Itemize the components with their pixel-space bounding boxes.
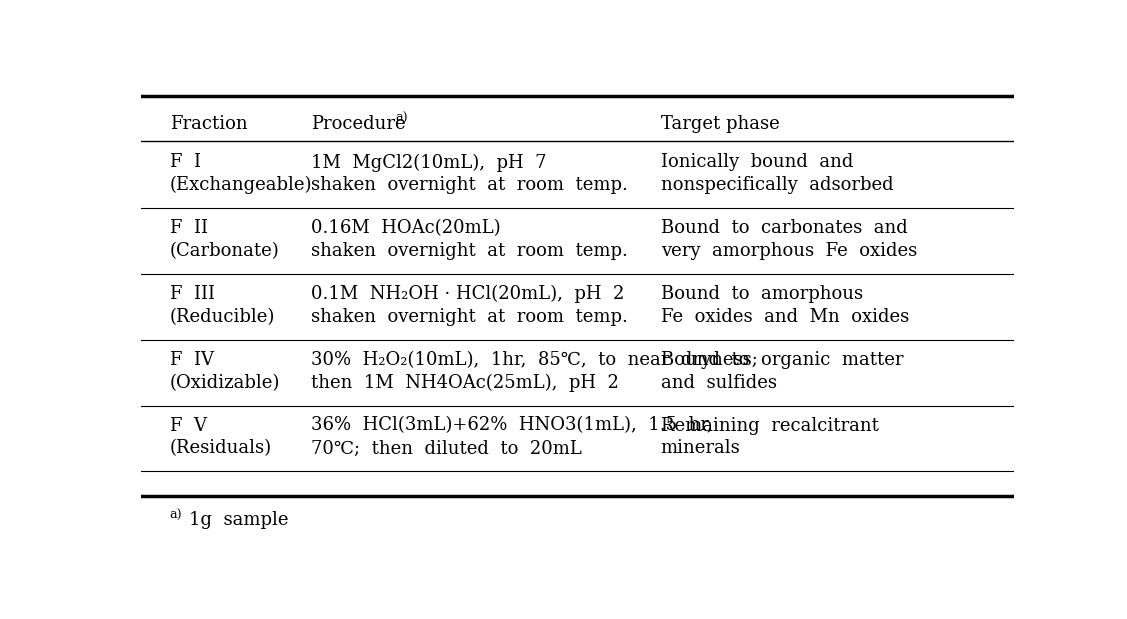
Text: a): a) xyxy=(396,111,408,124)
Text: F  II: F II xyxy=(170,219,207,237)
Text: Remaining  recalcitrant: Remaining recalcitrant xyxy=(660,417,878,435)
Text: then  1M  NH4OAc(25mL),  pH  2: then 1M NH4OAc(25mL), pH 2 xyxy=(311,373,619,392)
Text: nonspecifically  adsorbed: nonspecifically adsorbed xyxy=(660,176,894,194)
Text: (Reducible): (Reducible) xyxy=(170,308,275,326)
Text: Bound  to  carbonates  and: Bound to carbonates and xyxy=(660,219,907,237)
Text: 0.16M  HOAc(20mL): 0.16M HOAc(20mL) xyxy=(311,219,500,237)
Text: (Carbonate): (Carbonate) xyxy=(170,242,279,260)
Text: (Oxidizable): (Oxidizable) xyxy=(170,374,281,392)
Text: F  IV: F IV xyxy=(170,351,214,369)
Text: F  I: F I xyxy=(170,154,201,171)
Text: F  V: F V xyxy=(170,417,206,435)
Text: very  amorphous  Fe  oxides: very amorphous Fe oxides xyxy=(660,242,916,260)
Text: Ionically  bound  and: Ionically bound and xyxy=(660,154,853,171)
Text: shaken  overnight  at  room  temp.: shaken overnight at room temp. xyxy=(311,176,628,194)
Text: a): a) xyxy=(170,509,183,522)
Text: Target phase: Target phase xyxy=(660,115,779,133)
Text: 36%  HCl(3mL)+62%  HNO3(1mL),  1.5  hr,: 36% HCl(3mL)+62% HNO3(1mL), 1.5 hr, xyxy=(311,417,712,435)
Text: and  sulfides: and sulfides xyxy=(660,374,777,392)
Text: (Exchangeable): (Exchangeable) xyxy=(170,176,312,194)
Text: 1g  sample: 1g sample xyxy=(189,511,289,529)
Text: Bound  to  organic  matter: Bound to organic matter xyxy=(660,351,903,369)
Text: shaken  overnight  at  room  temp.: shaken overnight at room temp. xyxy=(311,308,628,326)
Text: minerals: minerals xyxy=(660,439,740,457)
Text: Fraction: Fraction xyxy=(170,115,247,133)
Text: Procedure: Procedure xyxy=(311,115,406,133)
Text: Bound  to  amorphous: Bound to amorphous xyxy=(660,285,862,303)
Text: 0.1M  NH₂OH · HCl(20mL),  pH  2: 0.1M NH₂OH · HCl(20mL), pH 2 xyxy=(311,285,624,303)
Text: 1M  MgCl2(10mL),  pH  7: 1M MgCl2(10mL), pH 7 xyxy=(311,154,547,171)
Text: shaken  overnight  at  room  temp.: shaken overnight at room temp. xyxy=(311,242,628,260)
Text: Fe  oxides  and  Mn  oxides: Fe oxides and Mn oxides xyxy=(660,308,908,326)
Text: 70℃;  then  diluted  to  20mL: 70℃; then diluted to 20mL xyxy=(311,439,582,457)
Text: F  III: F III xyxy=(170,285,215,303)
Text: (Residuals): (Residuals) xyxy=(170,439,272,457)
Text: 30%  H₂O₂(10mL),  1hr,  85℃,  to  near  dryness;: 30% H₂O₂(10mL), 1hr, 85℃, to near drynes… xyxy=(311,350,758,369)
